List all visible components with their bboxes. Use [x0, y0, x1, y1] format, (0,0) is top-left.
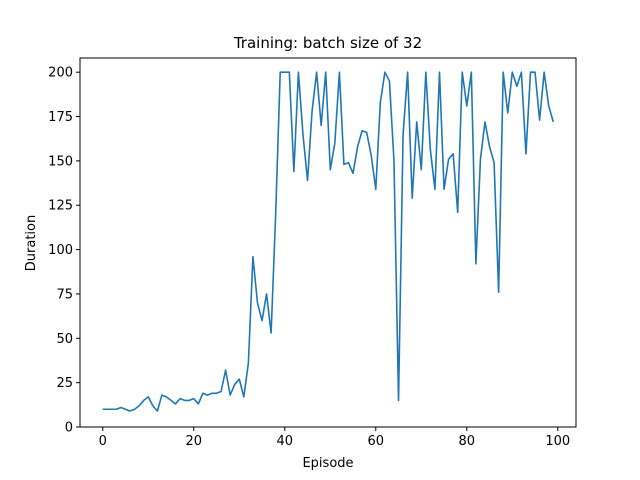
- series-line-0: [102, 71, 555, 412]
- x-axis-label: Episode: [302, 456, 353, 471]
- y-tick-label: 200: [48, 66, 73, 81]
- x-tick-label: 40: [276, 434, 293, 449]
- y-axis-label: Duration: [24, 215, 39, 271]
- x-tick-label: 0: [99, 434, 107, 449]
- axes-frame: [79, 57, 577, 428]
- x-tick-label: 100: [545, 434, 570, 449]
- y-tick-label: 125: [48, 199, 73, 214]
- chart-title: Training: batch size of 32: [233, 34, 422, 52]
- x-tick-label: 80: [459, 434, 476, 449]
- x-axis-ticks: 0 20 40 60 80 100: [99, 427, 570, 449]
- x-tick-label: 20: [185, 434, 202, 449]
- plot-area: [102, 71, 555, 412]
- y-tick-label: 0: [65, 421, 73, 436]
- y-tick-label: 50: [56, 332, 73, 347]
- y-tick-label: 175: [48, 110, 73, 125]
- y-axis-ticks: 0 25 50 75 100 125 150 175 200: [48, 66, 80, 436]
- y-tick-label: 100: [48, 243, 73, 258]
- y-tick-label: 150: [48, 154, 73, 169]
- y-tick-label: 75: [56, 287, 73, 302]
- y-tick-label: 25: [56, 376, 73, 391]
- x-tick-label: 60: [368, 434, 385, 449]
